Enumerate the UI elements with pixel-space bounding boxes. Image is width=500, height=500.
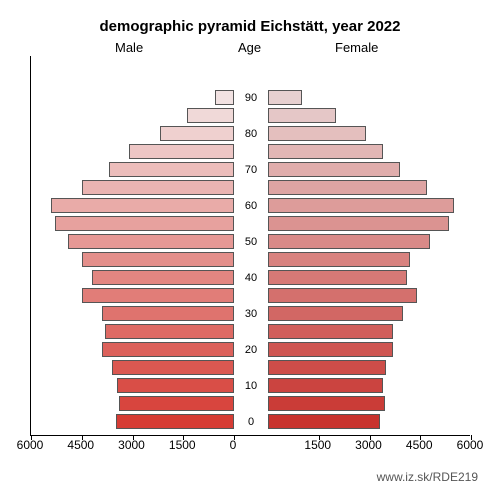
male-bar bbox=[116, 414, 234, 429]
x-tick-label: 1500 bbox=[169, 438, 196, 452]
male-bar bbox=[82, 180, 234, 195]
male-bar bbox=[119, 396, 234, 411]
age-tick-label: 80 bbox=[245, 128, 257, 140]
female-bar bbox=[268, 396, 385, 411]
female-bar bbox=[268, 360, 386, 375]
female-label: Female bbox=[335, 40, 378, 55]
female-bar bbox=[268, 378, 383, 393]
female-bar bbox=[268, 126, 366, 141]
age-tick-label: 70 bbox=[245, 164, 257, 176]
female-bar bbox=[268, 342, 393, 357]
female-bar bbox=[268, 234, 430, 249]
female-bar bbox=[268, 180, 427, 195]
male-bar bbox=[117, 378, 234, 393]
male-bar bbox=[55, 216, 234, 231]
age-tick-label: 90 bbox=[245, 92, 257, 104]
female-bar bbox=[268, 252, 410, 267]
age-tick-label: 40 bbox=[245, 272, 257, 284]
female-bar bbox=[268, 216, 449, 231]
age-label-hd: Age bbox=[238, 40, 261, 55]
male-bar bbox=[112, 360, 234, 375]
male-bar bbox=[129, 144, 234, 159]
x-tick-label: 4500 bbox=[406, 438, 433, 452]
male-bar bbox=[102, 342, 234, 357]
male-bar bbox=[105, 324, 234, 339]
male-label: Male bbox=[115, 40, 143, 55]
male-bar bbox=[82, 252, 234, 267]
female-bar bbox=[268, 306, 403, 321]
chart-title: demographic pyramid Eichstätt, year 2022 bbox=[0, 18, 500, 35]
female-bar bbox=[268, 288, 417, 303]
male-bar bbox=[68, 234, 234, 249]
male-bar bbox=[51, 198, 234, 213]
plot-area: 0 10 20 30 40 50 60 70 80 90 bbox=[30, 56, 470, 436]
female-bar bbox=[268, 162, 400, 177]
female-bar bbox=[268, 144, 383, 159]
female-bar bbox=[268, 324, 393, 339]
age-tick-label: 50 bbox=[245, 236, 257, 248]
female-bar bbox=[268, 270, 407, 285]
source-text: www.iz.sk/RDE219 bbox=[377, 470, 478, 484]
age-tick-label: 60 bbox=[245, 200, 257, 212]
female-bar bbox=[268, 108, 336, 123]
male-bar bbox=[102, 306, 234, 321]
female-bar bbox=[268, 90, 302, 105]
age-tick-label: 30 bbox=[245, 308, 257, 320]
x-tick-label: 6000 bbox=[17, 438, 44, 452]
x-tick-label: 0 bbox=[230, 438, 237, 452]
x-tick-label: 4500 bbox=[67, 438, 94, 452]
x-tick-label: 3000 bbox=[118, 438, 145, 452]
female-bar bbox=[268, 414, 380, 429]
pyramid-chart: demographic pyramid Eichstätt, year 2022… bbox=[0, 0, 500, 500]
x-tick-label: 1500 bbox=[304, 438, 331, 452]
male-bar bbox=[109, 162, 234, 177]
age-tick-label: 20 bbox=[245, 344, 257, 356]
age-tick-label: 0 bbox=[248, 416, 254, 428]
female-bar bbox=[268, 198, 454, 213]
male-bar bbox=[215, 90, 234, 105]
x-tick-label: 3000 bbox=[355, 438, 382, 452]
male-bar bbox=[92, 270, 234, 285]
male-bar bbox=[82, 288, 234, 303]
male-bar bbox=[160, 126, 234, 141]
x-tick-label: 6000 bbox=[457, 438, 484, 452]
age-tick-label: 10 bbox=[245, 380, 257, 392]
male-bar bbox=[187, 108, 234, 123]
